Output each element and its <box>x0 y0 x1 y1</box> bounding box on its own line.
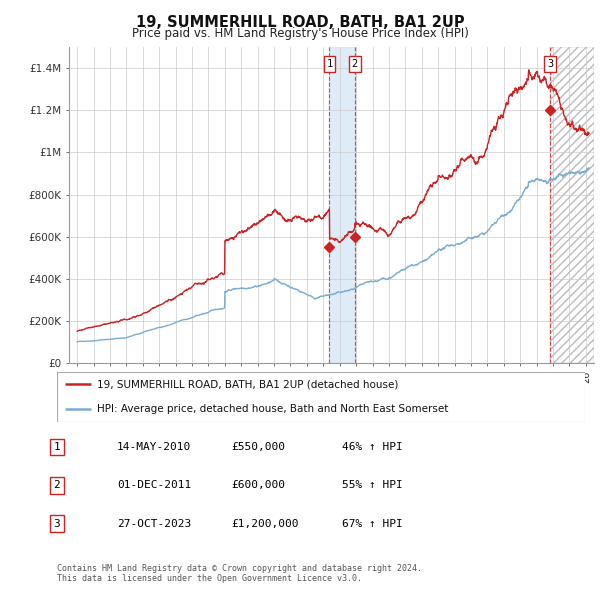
Text: £600,000: £600,000 <box>231 480 285 490</box>
Bar <box>329 47 355 363</box>
Text: £1,200,000: £1,200,000 <box>231 519 299 529</box>
Text: 1: 1 <box>53 442 61 452</box>
Text: Contains HM Land Registry data © Crown copyright and database right 2024.
This d: Contains HM Land Registry data © Crown c… <box>57 563 422 583</box>
Bar <box>550 47 594 363</box>
Text: 55% ↑ HPI: 55% ↑ HPI <box>342 480 403 490</box>
Text: Price paid vs. HM Land Registry's House Price Index (HPI): Price paid vs. HM Land Registry's House … <box>131 27 469 40</box>
Text: 46% ↑ HPI: 46% ↑ HPI <box>342 442 403 452</box>
Text: 1: 1 <box>326 59 332 69</box>
Text: 27-OCT-2023: 27-OCT-2023 <box>117 519 191 529</box>
Text: 2: 2 <box>53 480 61 490</box>
Text: 3: 3 <box>53 519 61 529</box>
Text: 01-DEC-2011: 01-DEC-2011 <box>117 480 191 490</box>
Text: 19, SUMMERHILL ROAD, BATH, BA1 2UP (detached house): 19, SUMMERHILL ROAD, BATH, BA1 2UP (deta… <box>97 379 398 389</box>
Text: 67% ↑ HPI: 67% ↑ HPI <box>342 519 403 529</box>
Text: 2: 2 <box>352 59 358 69</box>
Text: 3: 3 <box>547 59 553 69</box>
Bar <box>550 47 594 363</box>
Text: 14-MAY-2010: 14-MAY-2010 <box>117 442 191 452</box>
Text: 19, SUMMERHILL ROAD, BATH, BA1 2UP: 19, SUMMERHILL ROAD, BATH, BA1 2UP <box>136 15 464 30</box>
Text: £550,000: £550,000 <box>231 442 285 452</box>
Text: HPI: Average price, detached house, Bath and North East Somerset: HPI: Average price, detached house, Bath… <box>97 404 448 414</box>
